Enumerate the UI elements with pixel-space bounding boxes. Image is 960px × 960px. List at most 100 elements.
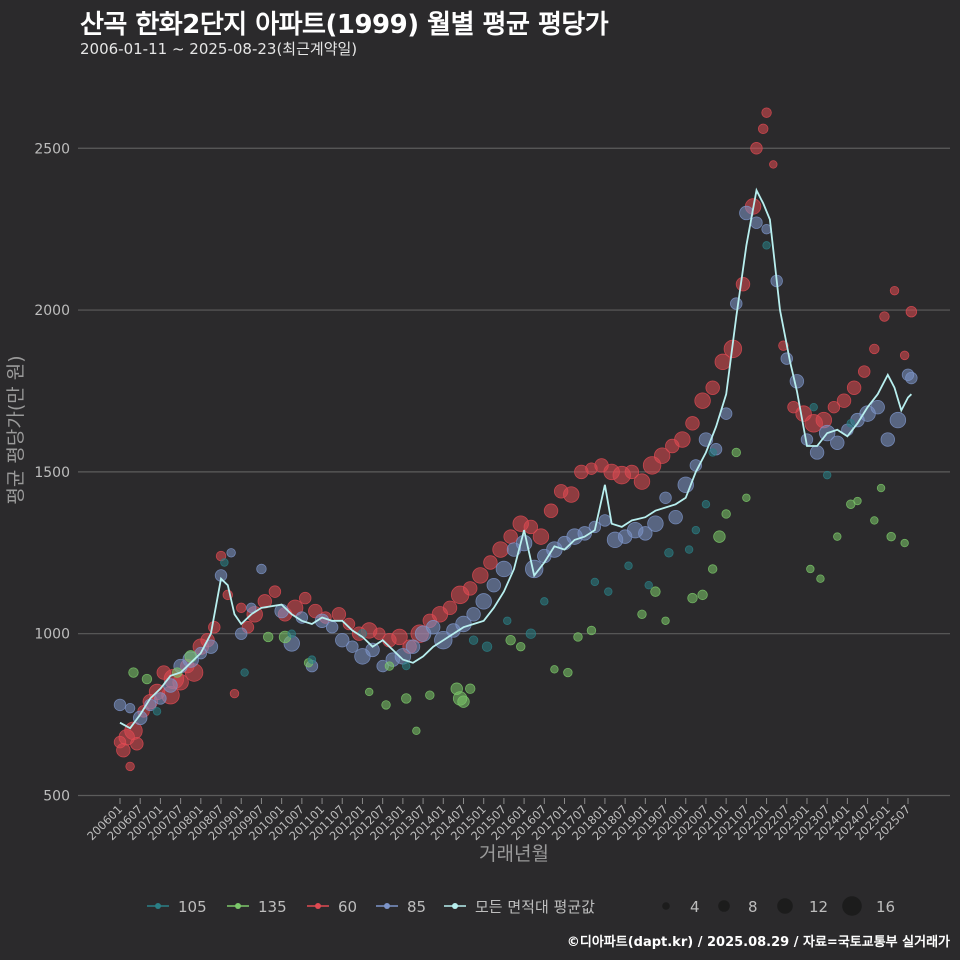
point-60 xyxy=(869,343,880,355)
y-axis-ticks: 500 1000 1500 2000 2500 xyxy=(34,141,70,804)
point-60 xyxy=(236,602,247,614)
chart-title: 산곡 한화2단지 아파트(1999) 월별 평균 평당가 xyxy=(80,10,609,40)
point-135 xyxy=(870,516,879,525)
point-105 xyxy=(822,470,832,480)
point-85 xyxy=(638,526,653,541)
point-60 xyxy=(503,529,518,544)
point-85 xyxy=(486,577,501,593)
point-135 xyxy=(886,531,896,542)
point-60 xyxy=(624,464,640,480)
point-85 xyxy=(346,640,359,653)
point-135 xyxy=(465,683,476,694)
legend-label: 105 xyxy=(178,898,207,916)
point-135 xyxy=(401,693,412,704)
average-line xyxy=(119,187,913,730)
point-105 xyxy=(287,629,296,638)
legend-size-label: 4 xyxy=(690,898,700,916)
point-135 xyxy=(364,687,374,697)
point-135 xyxy=(742,493,751,502)
point-135 xyxy=(853,496,862,506)
point-135 xyxy=(713,530,726,543)
point-105 xyxy=(540,597,549,606)
point-105 xyxy=(468,635,479,645)
point-60 xyxy=(879,311,890,322)
point-60 xyxy=(769,160,778,169)
legend-size-label: 12 xyxy=(809,898,828,916)
point-85 xyxy=(475,593,492,610)
point-85 xyxy=(314,613,330,628)
point-105 xyxy=(846,419,855,428)
point-85 xyxy=(466,607,481,622)
point-60 xyxy=(208,621,221,634)
point-135 xyxy=(586,625,597,636)
point-85 xyxy=(335,632,350,648)
point-105 xyxy=(503,616,512,625)
point-60 xyxy=(674,431,691,448)
average-line-layer xyxy=(119,187,913,730)
point-105 xyxy=(604,587,613,596)
point-60 xyxy=(483,555,498,570)
point-60 xyxy=(757,123,769,135)
point-105 xyxy=(402,661,411,671)
point-135 xyxy=(833,532,842,541)
point-85 xyxy=(750,216,763,229)
y-axis-label: 평균 평당가(만 원) xyxy=(5,355,27,504)
point-85 xyxy=(124,702,136,714)
point-105 xyxy=(644,580,653,590)
point-85 xyxy=(905,371,918,385)
point-85 xyxy=(809,445,825,460)
point-105 xyxy=(684,545,694,554)
point-135 xyxy=(262,631,274,643)
point-135 xyxy=(425,690,435,700)
point-105 xyxy=(809,402,818,412)
point-85 xyxy=(246,602,257,614)
legend: 105 135 60 85 모든 면적대 평균값 4 8 12 16 xyxy=(147,896,895,916)
legend-label: 모든 면적대 평균값 xyxy=(475,898,595,916)
legend-point-key xyxy=(315,903,321,909)
point-85 xyxy=(525,559,544,579)
point-105 xyxy=(701,500,711,509)
point-85 xyxy=(405,639,421,654)
point-60 xyxy=(342,617,356,631)
legend-point-key xyxy=(384,903,390,909)
x-axis-label: 거래년월 xyxy=(479,843,549,865)
point-85 xyxy=(256,563,267,575)
point-60 xyxy=(391,628,408,646)
point-135 xyxy=(563,667,573,678)
point-60 xyxy=(685,416,700,431)
point-135 xyxy=(816,574,825,583)
point-60 xyxy=(523,519,539,535)
point-60 xyxy=(331,607,347,622)
point-60 xyxy=(735,276,751,292)
point-135 xyxy=(876,483,886,493)
point-60 xyxy=(472,567,489,584)
point-105 xyxy=(481,641,493,652)
point-85 xyxy=(325,621,339,634)
point-105 xyxy=(664,548,674,558)
legend-label: 60 xyxy=(338,898,357,916)
y-tick-label: 2000 xyxy=(34,303,70,319)
y-tick-label: 1500 xyxy=(34,465,70,481)
point-60 xyxy=(492,541,509,558)
point-105 xyxy=(762,241,771,250)
y-tick-label: 1000 xyxy=(34,627,70,643)
y-tick-label: 2500 xyxy=(34,141,70,157)
point-85 xyxy=(789,374,805,389)
point-85 xyxy=(154,692,167,705)
point-135 xyxy=(516,641,526,652)
point-135 xyxy=(731,447,741,458)
point-85 xyxy=(830,435,845,450)
point-105 xyxy=(220,558,229,567)
point-105 xyxy=(590,577,600,587)
point-85 xyxy=(889,411,907,429)
point-85 xyxy=(668,510,683,525)
chart-subtitle: 2006-01-11 ~ 2025-08-23(최근계약일) xyxy=(80,40,358,58)
point-135 xyxy=(573,632,583,642)
point-135 xyxy=(687,592,698,604)
y-tick-label: 500 xyxy=(43,789,70,805)
point-60 xyxy=(889,285,900,296)
point-105 xyxy=(525,628,537,639)
point-135 xyxy=(697,589,708,601)
point-85 xyxy=(274,603,289,619)
point-60 xyxy=(846,380,862,395)
